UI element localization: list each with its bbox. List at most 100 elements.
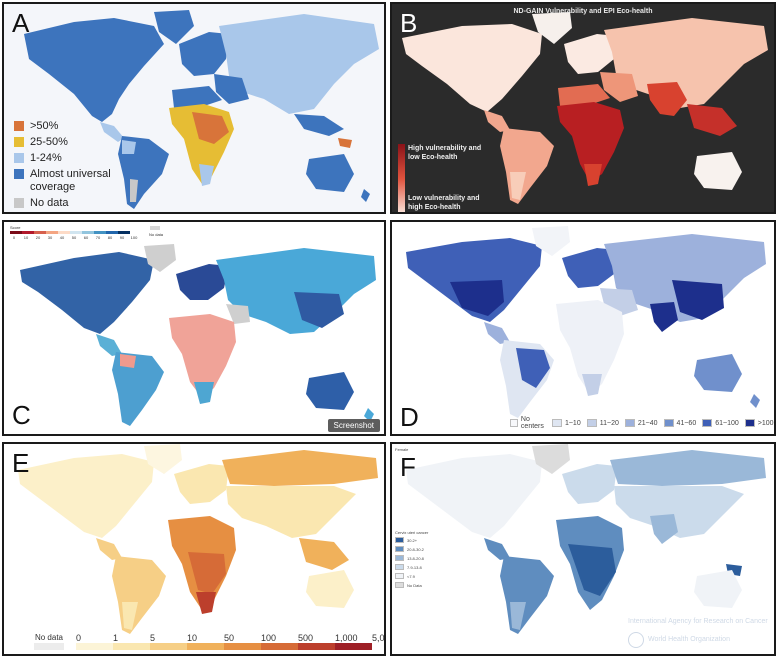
legend-e-tick: 5	[150, 633, 156, 643]
legend-d-swatch	[624, 419, 635, 427]
legend-d-label: 1~10	[564, 419, 581, 427]
legend-d-item: 1~10	[551, 419, 581, 427]
legend-e-tick: 5,000	[372, 633, 385, 643]
legend-c-tick: 70	[95, 235, 101, 240]
map-se-asia	[299, 538, 349, 570]
legend-e: No data 0 1 5 10 50 100 500 1,000 5,000	[34, 633, 385, 650]
legend-d-swatch	[551, 419, 562, 427]
map-b	[402, 12, 768, 204]
legend-e-swatch	[187, 643, 224, 650]
legend-d-label: 21~40	[637, 419, 658, 427]
legend-a-label: No data	[30, 197, 69, 209]
legend-a-swatch	[14, 198, 24, 208]
legend-d-swatch	[586, 419, 597, 427]
legend-f-label: 13.8-20.8	[407, 555, 424, 561]
legend-e-swatch	[224, 643, 261, 650]
legend-e-nodata-swatch	[34, 643, 64, 650]
legend-f-label: 7.9-13.8	[407, 564, 422, 570]
legend-c-nodata-label: No data	[149, 232, 164, 237]
map-asia	[216, 248, 376, 334]
legend-e-tick: 100	[261, 633, 277, 643]
map-se-asia	[687, 104, 737, 136]
legend-f: Cervix uteri cancer 30.2+ 20.8-30.2 13.8…	[395, 530, 428, 591]
legend-e-swatch	[298, 643, 335, 650]
legend-f-item: 7.9-13.8	[395, 564, 428, 570]
legend-d-label: No centers	[520, 416, 544, 430]
map-south-america-light	[122, 140, 136, 154]
map-africa-core	[188, 552, 226, 594]
legend-e-nodata-label: No data	[34, 633, 64, 642]
panel-b-letter: B	[400, 8, 418, 38]
panel-e-letter: E	[12, 448, 30, 478]
agency-label: International Agency for Research on Can…	[628, 618, 768, 625]
legend-e-swatch	[261, 643, 298, 650]
panel-c: Score 0 10 20 30 40 50 60 70 80 90 100 N…	[2, 220, 386, 436]
legend-d-label: 41~60	[676, 419, 697, 427]
map-africa-core	[192, 112, 229, 144]
legend-f-item: 20.8-30.2	[395, 546, 428, 552]
legend-c-nodata-swatch	[150, 226, 160, 230]
legend-c-swatch	[46, 231, 58, 234]
panel-a: A >50% 25-50% 1-24% Almost universal cov…	[2, 2, 386, 214]
legend-f-swatch	[395, 564, 404, 570]
map-africa-south	[194, 382, 214, 404]
map-c	[20, 244, 376, 426]
legend-d-swatch	[663, 419, 674, 427]
legend-a-item: No data	[14, 197, 140, 210]
legend-e-tick: 50	[224, 633, 235, 643]
map-russia	[610, 450, 766, 486]
panel-d: D No centers 1~10 11~20 21~40 41~60 61~1…	[390, 220, 776, 436]
legend-e-tick: 500	[298, 633, 314, 643]
legend-c-tick: 50	[71, 235, 77, 240]
legend-c-swatch	[10, 231, 22, 234]
legend-d-item: 41~60	[663, 419, 697, 427]
map-africa	[556, 300, 624, 394]
legend-f-swatch	[395, 573, 404, 579]
legend-a-item: >50%	[14, 120, 140, 133]
legend-a-swatch	[14, 153, 24, 163]
legend-d-item: 11~20	[586, 419, 619, 427]
legend-a: >50% 25-50% 1-24% Almost universal cover…	[14, 120, 140, 212]
legend-c-swatch	[34, 231, 46, 234]
legend-c-swatch	[22, 231, 34, 234]
map-asia	[604, 18, 768, 108]
map-south-america	[500, 556, 554, 634]
legend-e-swatch	[76, 643, 113, 650]
who-label: World Health Organization	[648, 636, 730, 643]
map-f	[406, 444, 766, 634]
legend-f-swatch	[395, 582, 404, 588]
map-australia	[306, 570, 354, 608]
map-greenland	[532, 226, 570, 256]
map-asia	[604, 234, 766, 322]
map-asia	[226, 486, 356, 538]
legend-c-scale	[10, 231, 130, 234]
screenshot-button[interactable]: Screenshot	[327, 419, 380, 432]
legend-f-label: 30.2+	[407, 537, 418, 543]
legend-e-swatch	[150, 643, 187, 650]
legend-d-item: No centers	[510, 416, 546, 430]
map-se-asia	[294, 114, 344, 136]
legend-a-label: Almost universal coverage	[30, 168, 111, 193]
panel-f-subtitle: Female	[395, 447, 409, 452]
map-europe	[562, 464, 617, 504]
map-north-america	[24, 18, 164, 122]
map-australia	[694, 570, 742, 608]
legend-e-tick: 1,000	[335, 633, 358, 643]
legend-a-swatch	[14, 169, 24, 179]
legend-c-tick: 20	[35, 235, 41, 240]
map-brazil	[516, 348, 550, 388]
map-africa-south	[582, 374, 602, 396]
map-greenland	[154, 10, 194, 44]
map-africa-south	[584, 164, 602, 186]
map-central-america	[96, 538, 122, 560]
panel-c-letter: C	[12, 400, 31, 430]
legend-a-item: 25-50%	[14, 136, 140, 149]
map-asia	[614, 486, 744, 538]
map-greenland	[144, 444, 182, 474]
map-africa	[169, 314, 236, 398]
map-east-asia	[294, 292, 344, 328]
map-south-america-light	[122, 602, 138, 630]
legend-c-tick: 0	[12, 235, 16, 240]
legend-e-tick: 0	[76, 633, 82, 643]
map-north-america	[406, 454, 542, 538]
